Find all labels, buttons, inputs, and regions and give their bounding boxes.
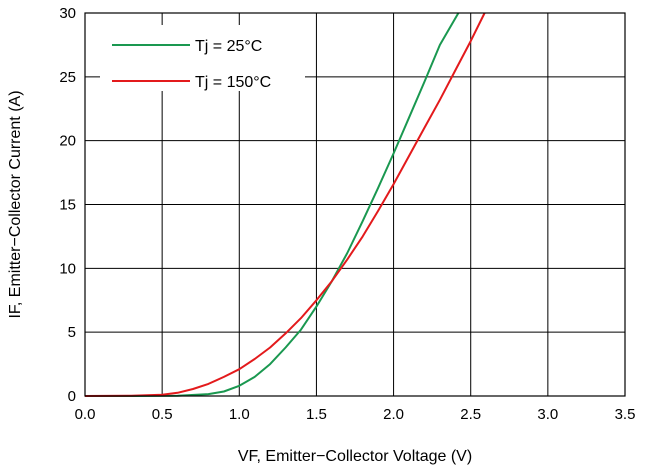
y-tick-label: 15 xyxy=(59,197,76,214)
x-axis-label: VF, Emitter−Collector Voltage (V) xyxy=(238,448,472,465)
x-ticks: 0.0 0.5 1.0 1.5 2.0 2.5 3.0 3.5 xyxy=(75,406,636,423)
x-tick-label: 0.0 xyxy=(75,406,96,423)
x-tick-label: 2.5 xyxy=(460,406,481,423)
y-ticks: 0 5 10 15 20 25 30 xyxy=(59,5,76,405)
y-axis-label: IF, Emitter−Collector Current (A) xyxy=(7,90,24,318)
y-tick-label: 25 xyxy=(59,69,76,86)
legend-label-tj150: Tj = 150°C xyxy=(195,74,271,91)
plot-frame xyxy=(84,12,626,397)
x-tick-label: 2.0 xyxy=(383,406,404,423)
y-tick-label: 5 xyxy=(68,324,76,341)
x-tick-label: 1.5 xyxy=(306,406,327,423)
y-tick-label: 20 xyxy=(59,133,76,150)
series-line-0 xyxy=(85,12,460,397)
legend-label-tj25: Tj = 25°C xyxy=(195,38,262,55)
y-tick-label: 0 xyxy=(68,388,76,405)
x-tick-label: 3.0 xyxy=(537,406,558,423)
x-tick-label: 3.5 xyxy=(615,406,636,423)
legend: Tj = 25°C Tj = 150°C xyxy=(100,25,305,91)
x-tick-label: 0.5 xyxy=(152,406,173,423)
y-tick-label: 30 xyxy=(59,5,76,22)
x-tick-label: 1.0 xyxy=(229,406,250,423)
series-line-1 xyxy=(84,12,486,397)
series-lines xyxy=(84,12,486,397)
y-tick-label: 10 xyxy=(59,260,76,277)
